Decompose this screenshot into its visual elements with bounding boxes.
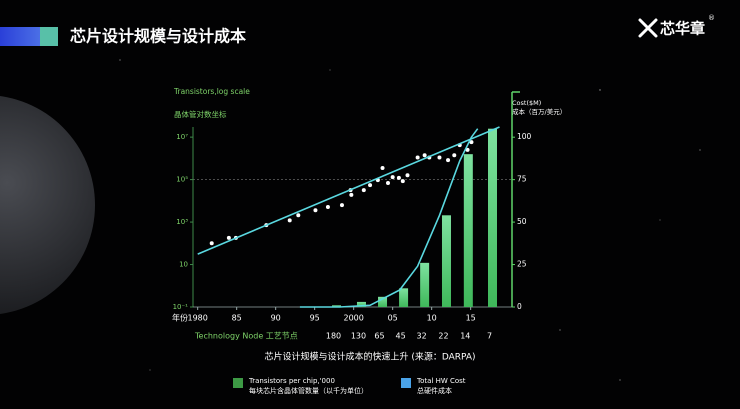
y2-axis-label: Cost($M) [512, 99, 541, 107]
x-tick-label: 90 [271, 314, 281, 323]
x-axis-label: 年份 [172, 313, 188, 323]
legend-label: Total HW Cost [416, 377, 466, 385]
point [296, 213, 301, 218]
bar [441, 215, 451, 307]
point [368, 183, 373, 188]
y2-axis-label-cn: 成本（百万/美元） [512, 107, 566, 116]
point [446, 158, 451, 163]
y2-tick-label: 50 [517, 217, 527, 226]
point [390, 175, 395, 180]
logo-text: 芯华章 [660, 20, 705, 38]
x-tick-label: 2000 [343, 314, 363, 323]
bar [399, 288, 409, 307]
point [325, 205, 330, 210]
point [400, 179, 405, 184]
line [299, 128, 479, 308]
stars [119, 59, 701, 381]
bar [332, 305, 342, 307]
header-bar [0, 27, 40, 46]
x-tick-label: 15 [466, 314, 476, 323]
point [380, 166, 385, 171]
legend-label-cn: 总硬件成本 [417, 386, 452, 395]
y2-tick-label: 100 [517, 132, 532, 141]
y-tick-label: 10³ [176, 218, 188, 226]
y2-tick-label: 25 [517, 260, 527, 269]
x-tick-label: 05 [388, 314, 398, 323]
y-tick-label: 10⁵ [176, 176, 188, 184]
y2-tick-label: 75 [517, 175, 527, 184]
chart-title: 芯片设计规模与设计成本的快速上升 (来源：DARPA) [264, 351, 475, 363]
node-label: 7 [487, 332, 492, 341]
x-tick-label: 1980 [188, 314, 208, 323]
point [226, 235, 231, 240]
point [313, 208, 318, 213]
page-title: 芯片设计规模与设计成本 [70, 27, 246, 46]
point [396, 175, 401, 180]
node-label: 22 [438, 332, 448, 341]
header-square [40, 27, 58, 46]
logo: 芯华章 ® [638, 14, 715, 38]
point [385, 181, 390, 186]
plot: 10⁷ 10⁵ 10³ 10 10⁻¹ 0 25 50 75 100 1980 85 90 95 2000 0… [173, 126, 532, 341]
legend-swatch [233, 378, 243, 388]
bar [420, 262, 430, 307]
point [469, 140, 474, 145]
node-label: 65 [374, 332, 384, 341]
bar [463, 154, 473, 307]
y-tick-label: 10⁻¹ [173, 303, 189, 311]
x-tick-label: 85 [232, 314, 242, 323]
y-tick-label: 10⁷ [176, 133, 188, 141]
x-tick-label: 95 [310, 314, 320, 323]
bar [378, 296, 388, 307]
node-label: 32 [417, 332, 427, 341]
legend-swatch [401, 378, 411, 388]
y-axis-label: Transistors,log scale [173, 87, 250, 96]
x-tick-label: 10 [427, 314, 437, 323]
point [422, 153, 427, 158]
point [361, 188, 366, 193]
point [437, 155, 442, 160]
bar [488, 128, 498, 307]
point [452, 153, 457, 158]
bar [356, 301, 366, 307]
point [405, 173, 410, 178]
y2-tick-label: 0 [517, 302, 522, 311]
logo-icon [638, 18, 658, 38]
node-label: 14 [460, 332, 470, 341]
node-label: 180 [326, 332, 341, 341]
point [209, 241, 214, 246]
line [197, 126, 500, 255]
point [349, 192, 354, 197]
node-label: 45 [395, 332, 405, 341]
point [339, 203, 344, 208]
point [465, 147, 470, 152]
point [415, 155, 420, 160]
node-label: 130 [351, 332, 366, 341]
point [287, 218, 292, 223]
y-tick-label: 10 [179, 261, 188, 269]
logo-mark: ® [708, 14, 715, 22]
moon [0, 96, 95, 314]
legend-label: Transistors per chip,'000 [248, 377, 335, 385]
y-axis-label-cn: 晶体管对数坐标 [174, 109, 227, 119]
node-axis-label: Technology Node 工艺节点 [194, 332, 298, 341]
legend-label-cn: 每块芯片含晶体管数量（以千为单位） [249, 386, 368, 395]
